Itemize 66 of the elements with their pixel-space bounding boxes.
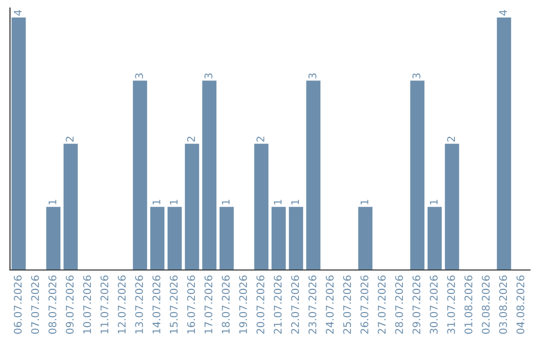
x-tick-label: 18.07.2026 (222, 276, 230, 334)
bar (64, 144, 78, 270)
x-tick-label: 16.07.2026 (187, 276, 196, 334)
bar (202, 80, 216, 270)
x-tick-label: 24.07.2026 (326, 276, 334, 334)
x-tick-label: 10.07.2026 (83, 276, 92, 334)
data-label: 1 (274, 200, 282, 204)
x-tick-label: 07.07.2026 (31, 276, 40, 334)
x-tick-label: 31.07.2026 (447, 276, 456, 334)
data-label: 4 (14, 10, 22, 16)
x-tick-label: 04.08.2026 (516, 276, 524, 334)
bar (184, 144, 200, 270)
x-tick-label: 14.07.2026 (152, 276, 160, 334)
x-tick-label: 03.08.2026 (499, 276, 508, 334)
data-label: 3 (204, 73, 212, 78)
data-label: 1 (360, 200, 368, 204)
bar (444, 144, 460, 270)
x-tick-label: 06.07.2026 (14, 276, 22, 334)
x-tick-label: 29.07.2026 (412, 276, 420, 334)
bar (428, 206, 442, 270)
bar (46, 206, 60, 270)
bar (12, 17, 26, 270)
data-label: 4 (499, 10, 507, 16)
data-label: 3 (308, 73, 316, 78)
data-label: 2 (66, 136, 74, 142)
data-label: 2 (447, 136, 455, 142)
bar (168, 206, 182, 270)
x-tick-label: 26.07.2026 (360, 276, 368, 334)
data-label: 2 (256, 136, 264, 142)
x-tick-label: 08.07.2026 (48, 276, 56, 334)
x-tick-label: 02.08.2026 (482, 276, 490, 334)
data-label: 2 (187, 136, 195, 142)
x-tick-label: 09.07.2026 (66, 276, 74, 334)
x-tick-label: 22.07.2026 (291, 276, 300, 334)
x-tick-label: 30.07.2026 (430, 276, 438, 334)
bar (272, 206, 286, 270)
bar (306, 80, 320, 270)
bar (496, 17, 512, 270)
x-tick-label: 19.07.2026 (239, 276, 248, 334)
bar (410, 80, 424, 270)
x-tick-label: 12.07.2026 (118, 276, 126, 334)
x-tick-label: 21.07.2026 (274, 276, 282, 334)
data-label: 1 (48, 200, 56, 204)
x-tick-label: 27.07.2026 (378, 276, 386, 334)
bar (288, 206, 304, 270)
data-label: 1 (430, 200, 438, 204)
x-tick-label: 11.07.2026 (100, 276, 108, 334)
data-label: 1 (222, 200, 230, 204)
x-tick-label: 28.07.2026 (395, 276, 404, 334)
x-tick-label: 25.07.2026 (343, 276, 352, 334)
x-tick-label: 01.08.2026 (464, 276, 472, 334)
x-tick-label: 23.07.2026 (308, 276, 316, 334)
bar (254, 144, 268, 270)
bar (132, 80, 148, 270)
data-label: 1 (170, 200, 178, 204)
x-tick-label: 17.07.2026 (204, 276, 212, 334)
bar (358, 206, 372, 270)
data-label: 1 (152, 200, 160, 204)
data-label: 3 (412, 73, 420, 78)
x-tick-label: 20.07.2026 (256, 276, 264, 334)
data-label: 3 (135, 73, 144, 78)
bar (220, 206, 234, 270)
x-tick-label: 13.07.2026 (135, 276, 144, 334)
bar (150, 206, 164, 270)
data-label: 1 (291, 200, 299, 204)
x-tick-label: 15.07.2026 (170, 276, 178, 334)
